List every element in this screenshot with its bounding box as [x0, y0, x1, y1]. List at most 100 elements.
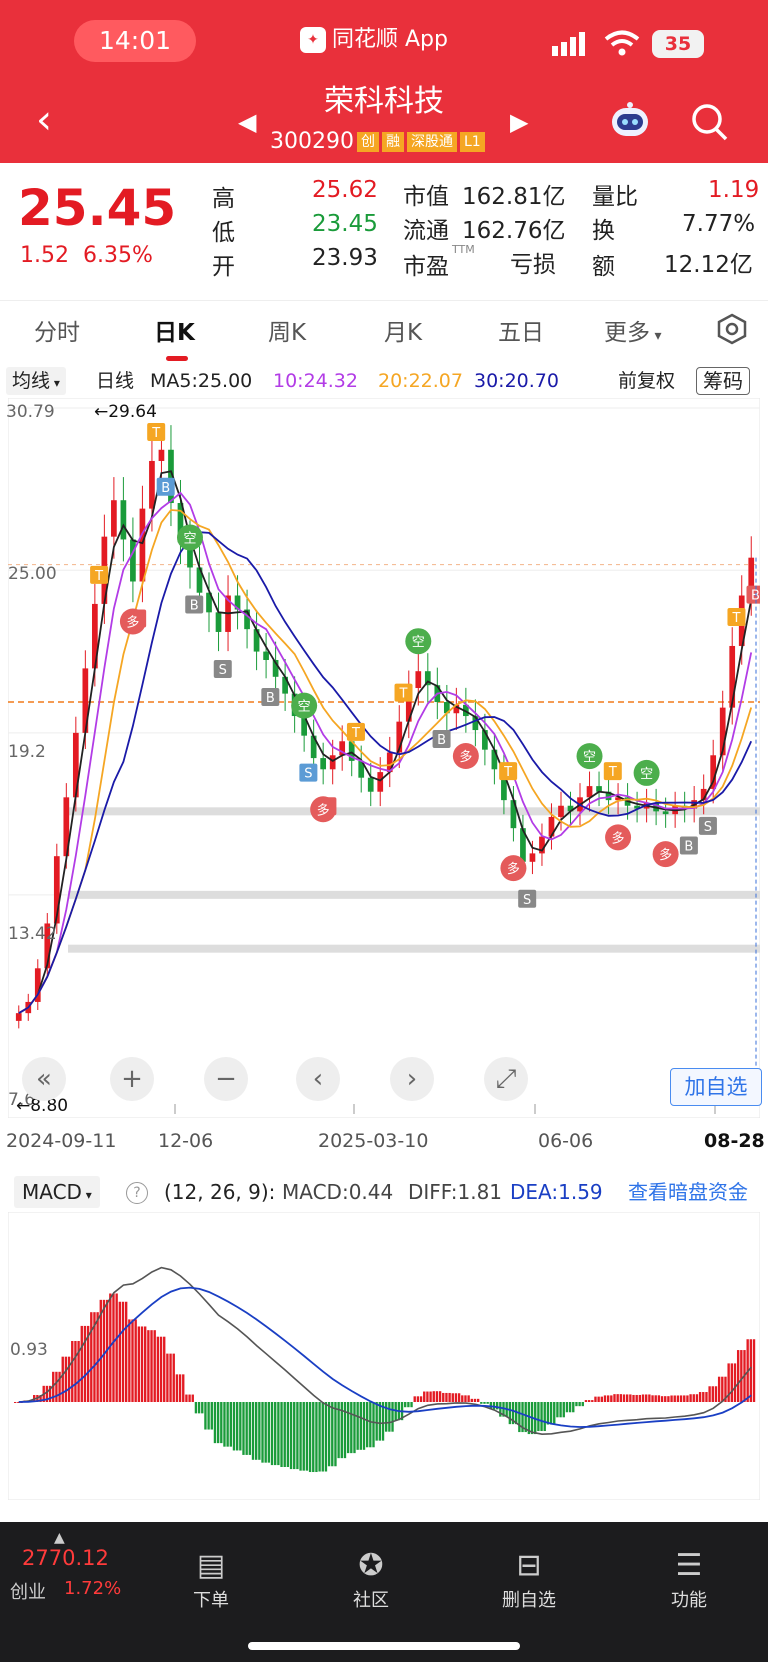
- macd-bar: [679, 1395, 683, 1402]
- nav-order[interactable]: ▤ 下单: [166, 1546, 256, 1612]
- community-star-icon: ✪: [358, 1548, 384, 1583]
- macd-bar: [711, 1386, 714, 1402]
- ma20-line: [18, 509, 753, 1014]
- macd-bar: [58, 1371, 61, 1402]
- nav-community[interactable]: ✪ 社区: [326, 1546, 416, 1612]
- signal-marker: [299, 763, 318, 782]
- help-icon[interactable]: ?: [126, 1182, 148, 1204]
- x-label-current: 08-28: [704, 1130, 765, 1152]
- macd-bar: [549, 1402, 553, 1425]
- next-stock-icon[interactable]: ▶: [510, 108, 529, 136]
- macd-bar: [654, 1395, 657, 1402]
- macd-bar: [229, 1402, 232, 1447]
- candle-body: [215, 612, 222, 632]
- macd-bar: [264, 1402, 267, 1463]
- zoom-out-icon[interactable]: −: [204, 1057, 248, 1101]
- battery-indicator: 35: [652, 30, 704, 58]
- tab-more[interactable]: 更多 ▾: [604, 313, 661, 347]
- tab-five-day[interactable]: 五日: [498, 320, 544, 346]
- support-band: [68, 944, 760, 953]
- period-label: 日线: [96, 370, 135, 392]
- macd-bar: [296, 1402, 299, 1470]
- ma-selector[interactable]: 均线 ▾: [6, 367, 66, 395]
- macd-bar: [156, 1336, 160, 1402]
- price-change: 1.52 6.35%: [20, 243, 153, 268]
- app-indicator[interactable]: ✦ 同花顺 App: [300, 22, 448, 58]
- signal-marker: [213, 659, 232, 678]
- volratio-value: 1.19: [708, 177, 760, 203]
- app-label: 同花顺 App: [332, 27, 448, 52]
- macd-bar: [591, 1400, 594, 1402]
- signal-marker: [679, 836, 698, 855]
- chip-button[interactable]: 筹码: [696, 367, 750, 395]
- signal-marker-text: T: [503, 765, 512, 780]
- nav-functions[interactable]: ☰ 功能: [644, 1546, 734, 1612]
- macd-bar: [423, 1391, 426, 1402]
- kline-chart[interactable]: TBTBBSBSBTTBTSTBSTB多空空多空多多空多空多: [8, 398, 760, 1118]
- x-label: 12-06: [158, 1130, 214, 1152]
- triangle-up-icon: ▲: [54, 1530, 65, 1546]
- candle-body: [348, 741, 355, 761]
- macd-bar: [695, 1394, 699, 1402]
- pe-label: 市盈: [403, 254, 449, 280]
- scroll-left-icon[interactable]: ‹: [296, 1057, 340, 1101]
- macd-bar: [61, 1356, 64, 1402]
- amount-value: 12.12亿: [664, 252, 753, 278]
- macd-bar: [457, 1393, 461, 1402]
- candle-body: [187, 542, 193, 568]
- indicator-selector[interactable]: MACD ▾: [14, 1176, 100, 1208]
- scroll-right-icon[interactable]: ›: [390, 1057, 434, 1101]
- add-watchlist-button[interactable]: 加自选: [670, 1068, 762, 1106]
- stock-tag: L1: [459, 132, 485, 152]
- signal-marker: [518, 889, 537, 908]
- signal-marker: [432, 730, 451, 749]
- macd-bar: [727, 1363, 730, 1402]
- tab-weekly-k[interactable]: 周K: [268, 320, 307, 346]
- stock-code: 300290: [270, 129, 354, 154]
- macd-bar: [274, 1402, 277, 1466]
- macd-bar: [584, 1400, 588, 1402]
- macd-bar: [71, 1340, 74, 1402]
- signal-marker: [346, 722, 365, 741]
- tab-daily-k[interactable]: 日K: [154, 313, 195, 361]
- nav-order-label: 下单: [193, 1590, 229, 1611]
- macd-bar: [717, 1376, 721, 1402]
- signal-circle-text: 空: [298, 700, 311, 715]
- macd-bar: [524, 1402, 527, 1433]
- fullscreen-icon[interactable]: ⤢: [484, 1057, 528, 1101]
- macd-bar: [340, 1402, 343, 1459]
- back-icon[interactable]: ‹: [36, 97, 52, 143]
- macd-bar: [124, 1301, 128, 1402]
- scroll-left-fast-icon[interactable]: «: [22, 1057, 66, 1101]
- tab-monthly-k[interactable]: 月K: [384, 320, 423, 346]
- macd-bar: [55, 1371, 58, 1402]
- robot-assistant-icon[interactable]: [608, 100, 652, 140]
- macd-bar: [172, 1353, 175, 1402]
- macd-bar: [365, 1402, 369, 1448]
- macd-value: MACD:0.44: [282, 1180, 394, 1204]
- macd-bar: [667, 1396, 670, 1402]
- settings-hexagon-icon[interactable]: [716, 313, 748, 345]
- macd-chart[interactable]: [8, 1212, 760, 1500]
- macd-bar: [492, 1402, 496, 1410]
- adjust-button[interactable]: 前复权: [618, 370, 676, 392]
- index-value[interactable]: 2770.12: [22, 1546, 109, 1570]
- low-label: 低: [212, 220, 235, 246]
- macd-bar: [140, 1326, 144, 1402]
- dark-pool-link[interactable]: 查看暗盘资金: [628, 1180, 748, 1204]
- y-label-top: 30.79: [6, 402, 55, 422]
- candle-body: [472, 716, 479, 731]
- turnover-label: 换: [592, 218, 615, 244]
- search-icon[interactable]: [690, 102, 730, 142]
- tab-intraday[interactable]: 分时: [34, 320, 80, 346]
- nav-remove-watch[interactable]: ⊟ 删自选: [484, 1546, 574, 1612]
- macd-bar: [77, 1340, 80, 1402]
- candle-body: [301, 716, 307, 736]
- macd-header: MACD ▾ ? (12, 26, 9): MACD:0.44 DIFF:1.8…: [0, 1172, 768, 1212]
- macd-bar: [635, 1394, 638, 1402]
- macd-bar: [388, 1402, 391, 1432]
- macd-bar: [235, 1402, 239, 1451]
- zoom-in-icon[interactable]: +: [110, 1057, 154, 1101]
- indicator-selector-label: MACD: [22, 1180, 82, 1204]
- prev-stock-icon[interactable]: ◀: [238, 108, 257, 136]
